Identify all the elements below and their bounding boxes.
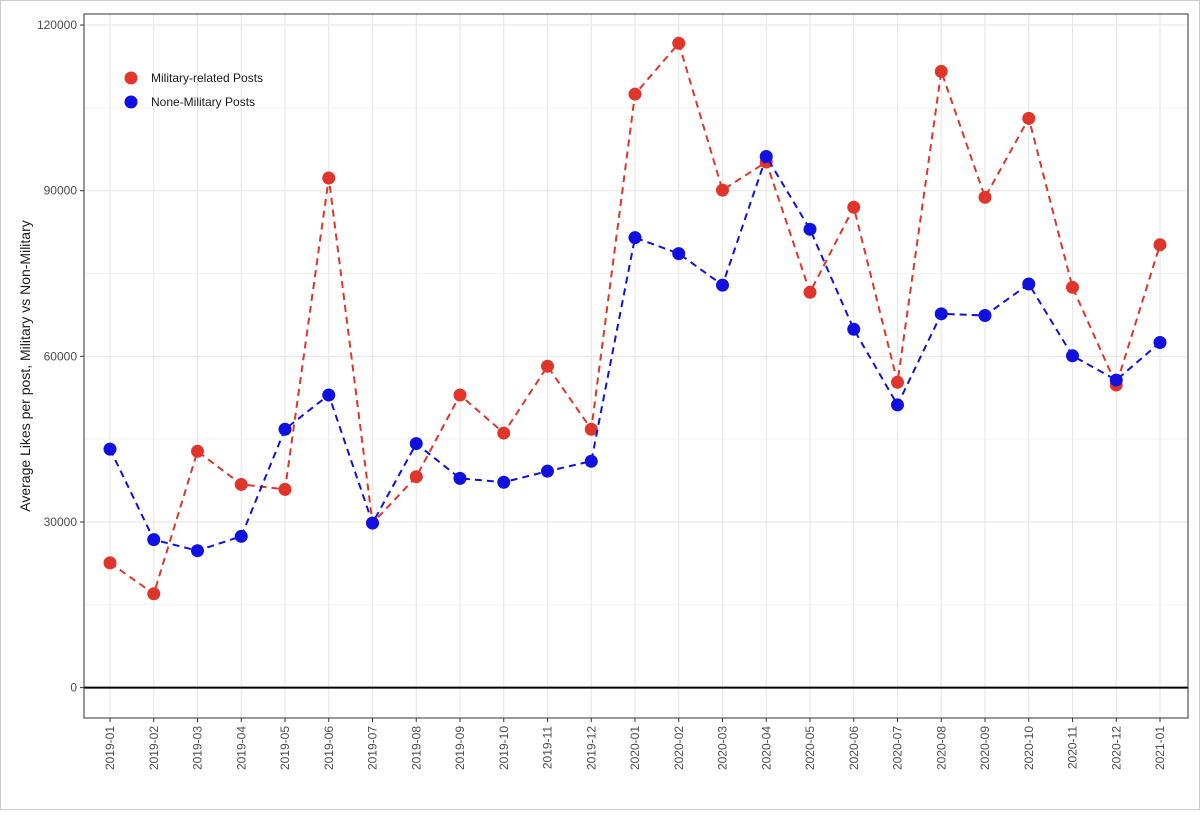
legend-label: None-Military Posts xyxy=(151,95,255,109)
data-point xyxy=(1066,280,1079,294)
x-tick-label: 2020-02 xyxy=(672,726,686,770)
legend-marker xyxy=(124,95,138,109)
data-point xyxy=(803,285,817,299)
data-point xyxy=(1109,373,1123,387)
x-tick-label: 2020-08 xyxy=(934,726,948,770)
legend-label: Military-related Posts xyxy=(151,71,263,85)
x-tick-label: 2019-07 xyxy=(366,726,380,770)
data-point xyxy=(497,475,511,489)
data-point xyxy=(978,308,992,322)
data-point xyxy=(453,471,467,485)
data-point xyxy=(1153,336,1167,350)
x-tick-label: 2019-01 xyxy=(103,726,117,770)
x-tick-label: 2019-03 xyxy=(191,726,205,770)
data-point xyxy=(628,231,642,245)
data-point xyxy=(147,587,161,601)
x-tick-label: 2020-10 xyxy=(1022,726,1036,770)
y-tick-label: 90000 xyxy=(44,184,78,198)
data-point xyxy=(672,247,686,261)
data-point xyxy=(759,149,773,163)
x-tick-label: 2019-11 xyxy=(541,726,555,769)
x-tick-label: 2020-04 xyxy=(759,726,773,770)
y-axis: 0 30000 60000 90000 120000 xyxy=(37,18,84,695)
data-point xyxy=(191,444,204,458)
data-point xyxy=(1022,111,1036,125)
data-point xyxy=(234,477,248,491)
data-point xyxy=(191,544,204,558)
series-group xyxy=(103,36,1167,601)
data-point xyxy=(103,442,117,456)
data-point xyxy=(584,454,598,468)
x-tick-label: 2019-09 xyxy=(453,726,467,770)
legend-item: None-Military Posts xyxy=(124,95,255,109)
data-point xyxy=(409,437,423,451)
x-tick-label: 2019-08 xyxy=(409,726,423,770)
legend-item: Military-related Posts xyxy=(124,71,263,85)
data-point xyxy=(541,359,554,373)
x-tick-label: 2020-03 xyxy=(716,726,730,770)
data-point xyxy=(453,388,467,402)
x-axis: 2019-01 2019-02 2019-03 2019-04 2019-05 2019-… xyxy=(103,718,1167,770)
x-tick-label: 2020-06 xyxy=(847,726,861,770)
data-point xyxy=(322,171,336,185)
data-point xyxy=(803,222,817,236)
data-point xyxy=(497,426,511,440)
data-point xyxy=(847,322,861,336)
y-tick-label: 120000 xyxy=(37,18,77,32)
series-2 xyxy=(103,149,1167,558)
data-point xyxy=(934,64,948,78)
data-point xyxy=(1153,238,1167,252)
x-tick-label: 2020-05 xyxy=(803,726,817,770)
data-point xyxy=(1022,277,1036,291)
data-point xyxy=(891,398,904,412)
data-point xyxy=(716,183,729,197)
x-tick-label: 2019-04 xyxy=(234,726,248,770)
data-point xyxy=(847,200,861,214)
data-point xyxy=(322,388,336,402)
y-tick-label: 60000 xyxy=(44,349,78,363)
data-point xyxy=(891,375,904,389)
x-tick-label: 2019-02 xyxy=(147,726,161,770)
x-tick-label: 2019-05 xyxy=(278,726,292,770)
data-point xyxy=(147,533,161,547)
data-point xyxy=(409,470,423,484)
x-tick-label: 2020-12 xyxy=(1109,726,1123,770)
data-point xyxy=(278,422,292,436)
x-tick-label: 2019-10 xyxy=(497,726,511,770)
x-tick-label: 2020-09 xyxy=(978,726,992,770)
x-tick-label: 2020-11 xyxy=(1066,726,1080,769)
x-tick-label: 2020-01 xyxy=(628,726,642,770)
plot-panel-border xyxy=(83,13,1189,719)
y-tick-label: 0 xyxy=(70,681,77,695)
x-tick-label: 2019-12 xyxy=(584,726,598,770)
y-axis-title: Average Likes per post, Military vs Non-… xyxy=(17,220,33,512)
data-point xyxy=(1066,349,1079,363)
data-point xyxy=(234,529,248,543)
legend: Military-related Posts None-Military Post… xyxy=(124,71,263,109)
data-point xyxy=(584,422,598,436)
y-tick-label: 30000 xyxy=(44,515,78,529)
data-point xyxy=(541,464,554,478)
data-point xyxy=(978,190,992,204)
data-point xyxy=(278,482,292,496)
data-point xyxy=(103,556,117,570)
data-point xyxy=(628,87,642,101)
x-tick-label: 2020-07 xyxy=(891,726,905,770)
data-point xyxy=(934,307,948,321)
data-point xyxy=(672,36,686,50)
legend-marker xyxy=(124,71,138,85)
x-tick-label: 2019-06 xyxy=(322,726,336,770)
data-point xyxy=(366,516,379,530)
data-point xyxy=(716,278,729,292)
x-tick-label: 2021-01 xyxy=(1153,726,1167,770)
